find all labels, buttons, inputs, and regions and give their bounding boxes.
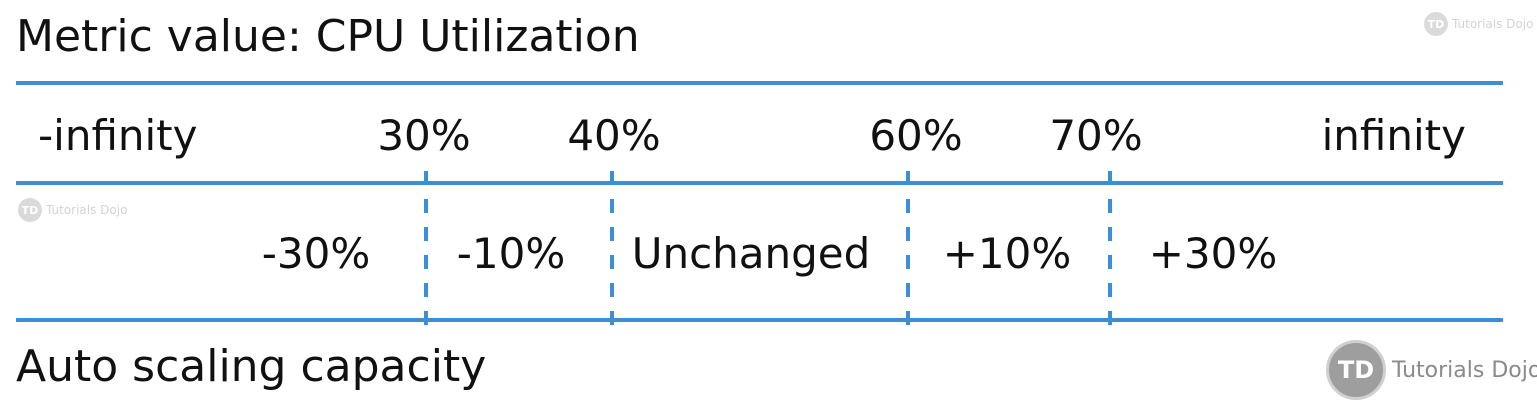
- threshold-label-40: 40%: [567, 111, 661, 160]
- threshold-label-70: 70%: [1049, 111, 1143, 160]
- middle-divider-line: [16, 181, 1503, 185]
- capacity-label: Auto scaling capacity: [16, 341, 487, 392]
- tutorials-dojo-watermark-left: TD Tutorials Dojo: [18, 198, 127, 222]
- adjustment-label-minus-10: -10%: [456, 229, 566, 278]
- td-logo-icon: TD: [1424, 12, 1448, 36]
- boundary-dashed-line-30: [424, 171, 428, 338]
- threshold-label-30: 30%: [377, 111, 471, 160]
- tutorials-dojo-logo: TD Tutorials Dojo: [1326, 340, 1537, 400]
- threshold-label-infinity: infinity: [1321, 111, 1466, 160]
- boundary-dashed-line-60: [906, 171, 910, 338]
- metric-title: Metric value: CPU Utilization: [16, 11, 640, 62]
- tutorials-dojo-watermark-top-right: TD Tutorials Dojo: [1424, 12, 1533, 36]
- adjustment-label-minus-30: -30%: [261, 229, 371, 278]
- threshold-label-neg-infinity: -infinity: [38, 111, 198, 160]
- adjustment-label-plus-10: +10%: [942, 229, 1072, 278]
- logo-brand-text: Tutorials Dojo: [1392, 357, 1537, 383]
- threshold-label-60: 60%: [869, 111, 963, 160]
- top-divider-line: [16, 81, 1503, 85]
- boundary-dashed-line-40: [610, 171, 614, 338]
- adjustment-label-unchanged: Unchanged: [631, 229, 871, 278]
- boundary-dashed-line-70: [1108, 171, 1112, 338]
- adjustment-label-plus-30: +30%: [1148, 229, 1278, 278]
- td-logo-icon: TD: [1326, 340, 1386, 400]
- td-logo-icon: TD: [18, 198, 42, 222]
- bottom-divider-line: [16, 318, 1503, 322]
- watermark-brand-text: Tutorials Dojo: [46, 203, 128, 217]
- watermark-brand-text: Tutorials Dojo: [1452, 17, 1534, 31]
